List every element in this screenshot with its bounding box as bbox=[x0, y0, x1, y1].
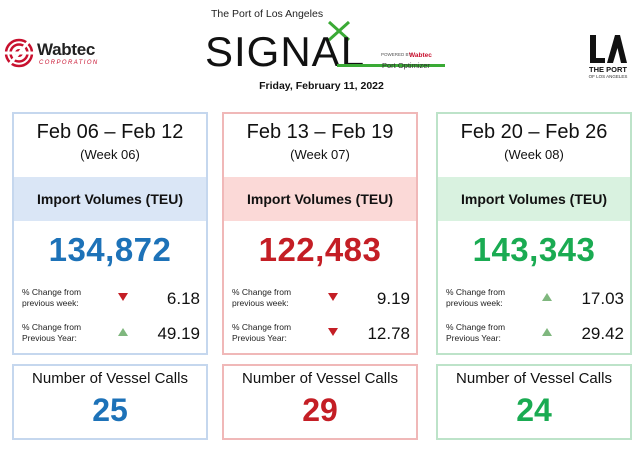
vessel-calls-label: Number of Vessel Calls bbox=[242, 370, 398, 387]
import-volumes-label: Import Volumes (TEU) bbox=[224, 177, 416, 221]
import-volumes-label: Import Volumes (TEU) bbox=[438, 177, 630, 221]
port-la-mark-icon bbox=[590, 35, 627, 63]
stat-value: 9.19 bbox=[376, 289, 410, 308]
stat-row-prev-week: % Change from previous week: 17.03 bbox=[446, 286, 624, 312]
week-range: Feb 06 – Feb 12 bbox=[36, 121, 184, 143]
trend-down-arrow-icon bbox=[328, 328, 338, 336]
import-volumes-value: 143,343 bbox=[472, 231, 596, 268]
trend-up-arrow-icon bbox=[542, 328, 552, 336]
week-column-2: Feb 13 – Feb 19 (Week 07) Import Volumes… bbox=[222, 112, 418, 440]
signal-logo: The Port of Los Angeles SIGNAL POWERED B… bbox=[205, 6, 455, 80]
trend-down-arrow-icon bbox=[118, 293, 128, 301]
signal-top-line: The Port of Los Angeles bbox=[211, 8, 324, 20]
vessel-calls-card: Number of Vessel Calls 29 bbox=[222, 364, 418, 440]
signal-wordmark: SIGNAL bbox=[205, 20, 445, 75]
port-la-line1: THE PORT bbox=[589, 65, 627, 74]
stat-row-prev-week: % Change from previous week: 6.18 bbox=[22, 286, 200, 312]
signal-title: SIGNAL bbox=[205, 28, 365, 75]
vessel-calls-value: 24 bbox=[516, 392, 552, 428]
stat-row-prev-week: % Change from previous week: 9.19 bbox=[232, 286, 410, 312]
wabtec-logo-mark-icon bbox=[4, 38, 34, 68]
stat-value: 29.42 bbox=[581, 324, 624, 343]
signal-powered-by: POWERED BY bbox=[381, 52, 412, 57]
trend-up-arrow-icon bbox=[542, 293, 552, 301]
week-range: Feb 13 – Feb 19 bbox=[246, 121, 394, 143]
stat-value: 49.19 bbox=[157, 324, 200, 343]
vessel-calls-value: 29 bbox=[302, 392, 338, 428]
week-card: Feb 20 – Feb 26 (Week 08) Import Volumes… bbox=[436, 112, 632, 355]
vessel-calls-card: Number of Vessel Calls 24 bbox=[436, 364, 632, 440]
stat-label: % Change from Previous Year: bbox=[22, 322, 82, 343]
week-number: (Week 07) bbox=[290, 147, 350, 162]
week-range: Feb 20 – Feb 26 bbox=[460, 121, 608, 143]
stat-row-prev-year: % Change from Previous Year: 49.19 bbox=[22, 321, 200, 347]
stat-label: % Change from previous week: bbox=[232, 287, 292, 308]
stat-label: % Change from Previous Year: bbox=[446, 322, 506, 343]
signal-product: Port Optimizer bbox=[382, 61, 430, 70]
week-card: Feb 06 – Feb 12 (Week 06) Import Volumes… bbox=[12, 112, 208, 355]
stat-value: 12.78 bbox=[367, 324, 410, 343]
stat-value: 6.18 bbox=[166, 289, 200, 308]
week-column-3: Feb 20 – Feb 26 (Week 08) Import Volumes… bbox=[436, 112, 632, 440]
week-number: (Week 06) bbox=[80, 147, 140, 162]
import-volumes-value: 134,872 bbox=[48, 231, 172, 268]
week-number: (Week 08) bbox=[504, 147, 564, 162]
report-date: Friday, February 11, 2022 bbox=[259, 80, 384, 92]
signal-brand: Wabtec bbox=[409, 52, 432, 59]
wabtec-logo-sub: CORPORATION bbox=[39, 60, 99, 66]
week-card: Feb 13 – Feb 19 (Week 07) Import Volumes… bbox=[222, 112, 418, 355]
import-volumes-value: 122,483 bbox=[258, 231, 382, 268]
stat-value: 17.03 bbox=[581, 289, 624, 308]
week-column-1: Feb 06 – Feb 12 (Week 06) Import Volumes… bbox=[12, 112, 208, 440]
wabtec-logo: Wabtec CORPORATION bbox=[4, 38, 124, 72]
import-volumes-label: Import Volumes (TEU) bbox=[14, 177, 206, 221]
stat-label: % Change from previous week: bbox=[446, 287, 506, 308]
stat-label: % Change from Previous Year: bbox=[232, 322, 292, 343]
wabtec-logo-name: Wabtec bbox=[37, 40, 96, 59]
vessel-calls-card: Number of Vessel Calls 25 bbox=[12, 364, 208, 440]
vessel-calls-label: Number of Vessel Calls bbox=[32, 370, 188, 387]
port-of-la-logo: THE PORT OF LOS ANGELES bbox=[577, 34, 639, 84]
trend-up-arrow-icon bbox=[118, 328, 128, 336]
stat-label: % Change from previous week: bbox=[22, 287, 82, 308]
vessel-calls-value: 25 bbox=[92, 392, 128, 428]
vessel-calls-label: Number of Vessel Calls bbox=[456, 370, 612, 387]
stat-row-prev-year: % Change from Previous Year: 29.42 bbox=[446, 321, 624, 347]
stat-row-prev-year: % Change from Previous Year: 12.78 bbox=[232, 321, 410, 347]
trend-down-arrow-icon bbox=[328, 293, 338, 301]
port-la-line2: OF LOS ANGELES bbox=[588, 74, 628, 79]
